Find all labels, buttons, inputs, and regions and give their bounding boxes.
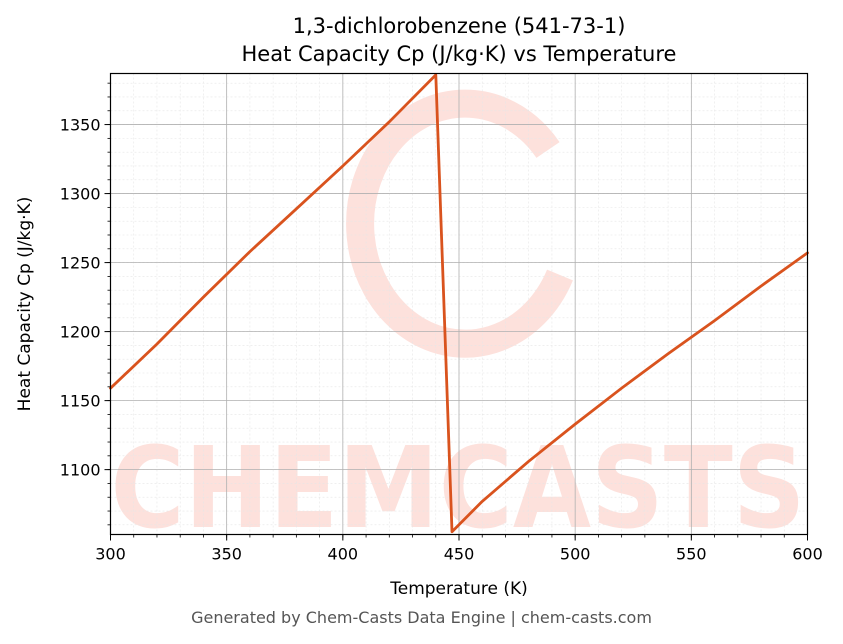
y-tick-label: 1200	[60, 323, 101, 342]
x-axis-label: Temperature (K)	[389, 579, 528, 599]
chart-title-line1: 1,3-dichlorobenzene (541-73-1)	[293, 14, 626, 38]
y-axis-label: Heat Capacity Cp (J/kg·K)	[15, 197, 35, 412]
ticks	[104, 82, 808, 541]
chart-title-line2: Heat Capacity Cp (J/kg·K) vs Temperature	[242, 42, 677, 66]
x-tick-label: 400	[328, 545, 359, 564]
y-tick-label: 1300	[60, 185, 101, 204]
x-tick-label: 450	[444, 545, 475, 564]
y-tick-label: 1150	[60, 392, 101, 411]
x-tick-label: 500	[560, 545, 591, 564]
y-tick-label: 1350	[60, 116, 101, 135]
y-tick-label: 1250	[60, 254, 101, 273]
y-tick-label: 1100	[60, 461, 101, 480]
x-tick-labels: 300 350 400 450 500 550 600	[95, 545, 823, 564]
watermark-logo-arc	[346, 89, 573, 358]
y-tick-labels: 1100 1150 1200 1250 1300 1350	[60, 116, 101, 480]
footer-credit: Generated by Chem-Casts Data Engine | ch…	[191, 608, 652, 627]
x-tick-label: 350	[211, 545, 242, 564]
series-line	[109, 73, 809, 534]
series-layer	[109, 73, 809, 534]
x-tick-label: 550	[676, 545, 707, 564]
x-tick-label: 300	[95, 545, 126, 564]
x-tick-label: 600	[792, 545, 823, 564]
